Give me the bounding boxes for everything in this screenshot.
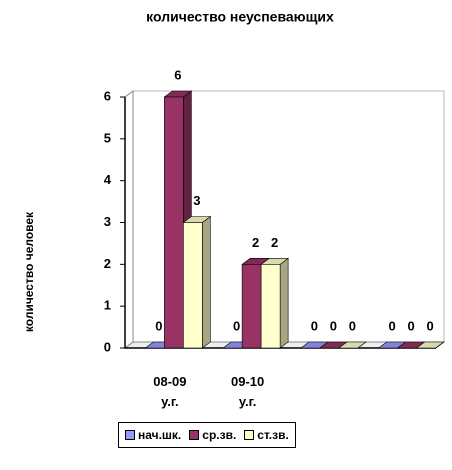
chart-title: количество неуспевающих: [146, 9, 334, 25]
y-axis-label: количество человек: [22, 211, 36, 332]
data-label: 0: [349, 318, 356, 333]
data-label: 0: [427, 318, 434, 333]
legend-label: нач.шк.: [138, 428, 182, 442]
data-label: 2: [271, 235, 278, 250]
data-label: 0: [233, 318, 240, 333]
bar: [241, 264, 262, 349]
x-tick-label: 08-09 у.г.: [153, 374, 187, 409]
data-label: 3: [193, 193, 200, 208]
legend-entry: ст.зв.: [244, 428, 289, 442]
legend: нач.шк. ср.зв. ст.зв.: [118, 422, 296, 448]
bar-side: [202, 215, 211, 349]
bar-side: [279, 257, 289, 349]
legend-label: ср.зв.: [202, 428, 237, 442]
legend-swatch: [125, 430, 135, 440]
y-tick-label: 3: [104, 214, 111, 229]
data-label: 6: [174, 67, 181, 82]
bar: [164, 96, 184, 349]
y-tick-label: 6: [104, 88, 111, 103]
data-label: 0: [389, 318, 396, 333]
data-label: 0: [408, 318, 415, 333]
legend-swatch: [244, 430, 255, 440]
y-tick-label: 5: [104, 130, 111, 145]
legend-entry: нач.шк.: [125, 428, 181, 442]
bar-top: [337, 341, 367, 349]
x-tick-label: 09-10 у.г.: [231, 374, 265, 409]
bar-top: [415, 341, 445, 349]
data-label: 0: [311, 318, 318, 333]
y-tick-label: 4: [104, 172, 112, 187]
bar: [260, 264, 281, 349]
y-tick-label: 0: [104, 339, 111, 354]
data-label: 2: [252, 235, 259, 250]
data-label: 0: [330, 318, 337, 333]
legend-label: ст.зв.: [257, 428, 289, 442]
y-tick-label: 2: [104, 256, 111, 271]
side-wall: [124, 90, 134, 349]
legend-entry: ср.зв.: [189, 428, 236, 442]
data-label: 0: [155, 318, 162, 333]
y-tick-label: 1: [104, 298, 111, 313]
bar: [183, 222, 203, 349]
legend-swatch: [189, 430, 200, 440]
